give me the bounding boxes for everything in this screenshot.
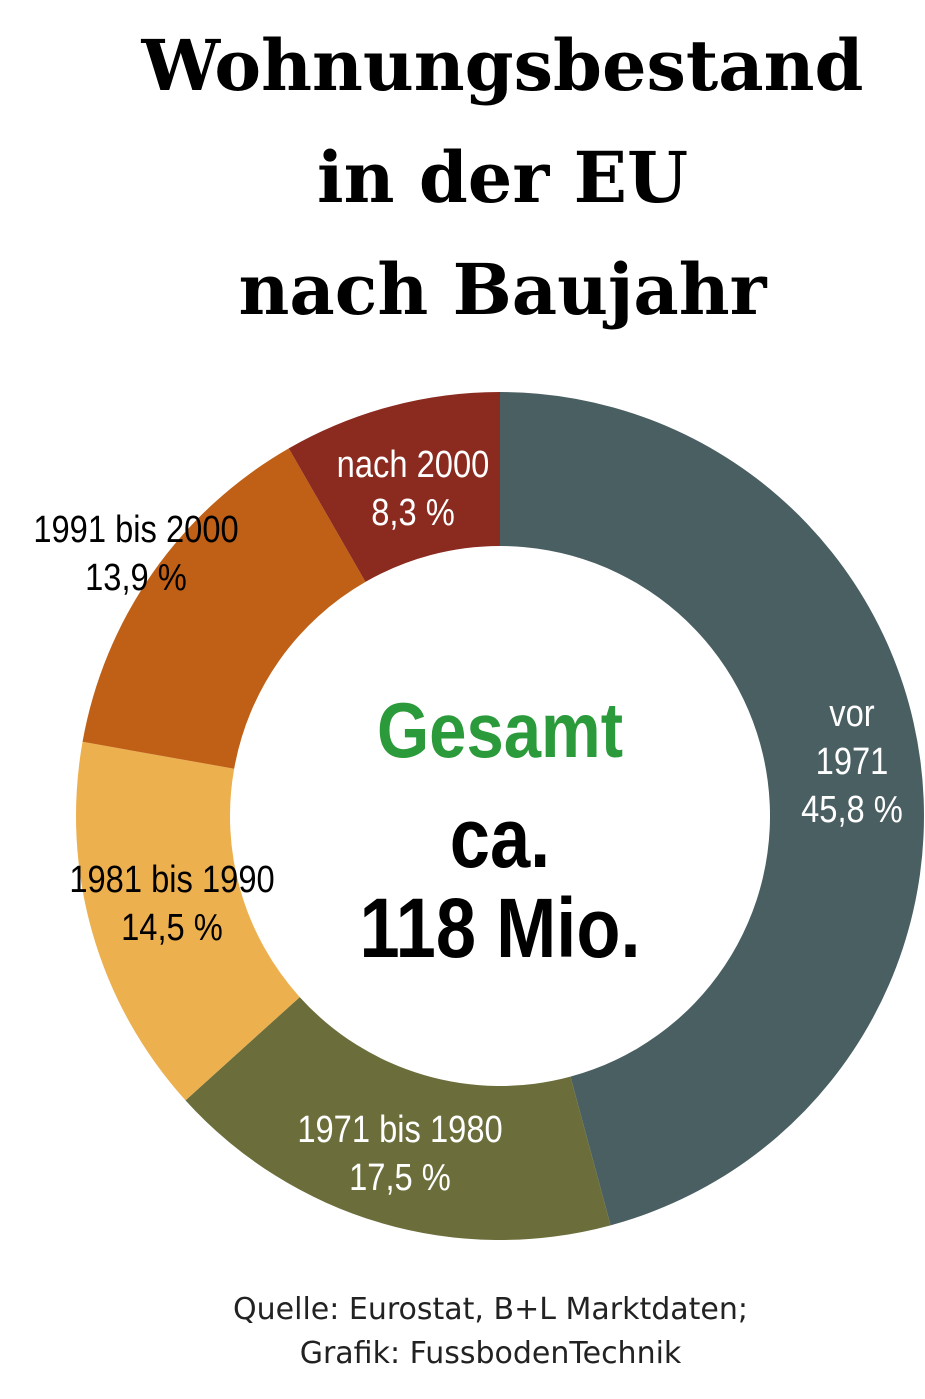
center-title: Gesamt — [376, 686, 624, 774]
value-label: 8,3 % — [371, 492, 455, 534]
title-line: Wohnungsbestand — [141, 24, 864, 107]
center-text: 118 Mio. — [359, 881, 641, 975]
value-label: 45,8 % — [801, 789, 903, 831]
value-label: 13,9 % — [85, 557, 187, 599]
value-label: 17,5 % — [349, 1157, 451, 1199]
category-label: 1991 bis 2000 — [33, 509, 239, 551]
donut-slice — [82, 448, 366, 769]
title-line: nach Baujahr — [238, 248, 767, 331]
source-line: Quelle: Eurostat, B+L Marktdaten; — [233, 1292, 748, 1327]
title-line: in der EU — [317, 136, 688, 219]
category-label: 1971 bis 1980 — [297, 1109, 503, 1151]
category-label: nach 2000 — [336, 444, 490, 486]
chart-title: Wohnungsbestand in der EU nach Baujahr — [0, 10, 925, 346]
center-text: ca. — [449, 791, 551, 885]
source: Quelle: Eurostat, B+L Marktdaten; Grafik… — [0, 1288, 925, 1376]
donut-slice — [185, 997, 611, 1240]
category-label: vor 1971 — [815, 693, 889, 783]
donut-slice — [75, 741, 300, 1101]
value-label: 14,5 % — [121, 907, 223, 949]
donut-slice — [500, 392, 924, 1226]
source-line: Grafik: FussbodenTechnik — [299, 1336, 682, 1371]
donut-slice — [288, 392, 500, 582]
category-label: 1981 bis 1990 — [69, 859, 275, 901]
